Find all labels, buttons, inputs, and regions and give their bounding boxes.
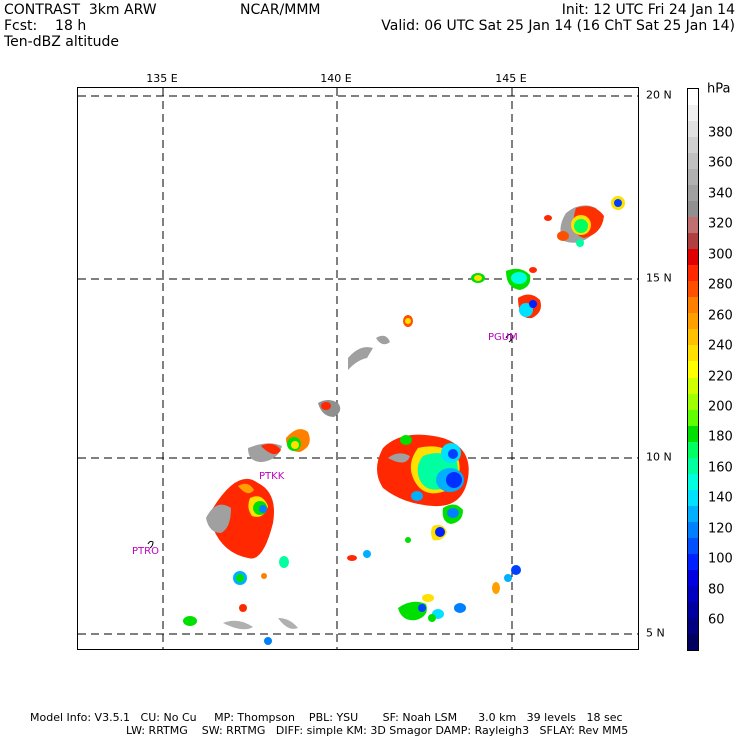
- colorbar-swatch: [688, 201, 698, 218]
- institution: NCAR/MMM: [240, 2, 321, 18]
- colorbar-swatch: [688, 185, 698, 202]
- colorbar-swatch: [688, 137, 698, 154]
- station-markers: [147, 333, 514, 549]
- model-name: CONTRAST 3km ARW: [4, 2, 157, 18]
- colorbar-swatch: [688, 89, 698, 106]
- colorbar-swatch: [688, 233, 698, 250]
- colorbar-label: 340: [708, 186, 733, 202]
- colorbar-swatch: [688, 105, 698, 122]
- colorbar-label: 100: [708, 551, 733, 567]
- colorbar-swatch: [688, 633, 698, 651]
- station-label-ptkk: PTKK: [259, 471, 285, 482]
- lat-label-15: 15 N: [646, 271, 672, 285]
- colorbar-label: 360: [708, 155, 733, 171]
- colorbar-label: 120: [708, 521, 733, 537]
- colorbar-swatch: [688, 521, 698, 539]
- map-panel: [77, 87, 639, 650]
- colorbar-label: 220: [708, 369, 733, 384]
- colorbar-swatch: [688, 153, 698, 170]
- colorbar-swatch: [688, 297, 698, 314]
- colorbar-swatch: [688, 329, 698, 346]
- cell-green: [574, 219, 588, 233]
- colorbar-swatch: [688, 409, 698, 427]
- lon-label-140: 140 E: [320, 72, 352, 85]
- colorbar-label: 200: [708, 399, 733, 415]
- colorbar-swatch: [688, 457, 698, 475]
- valid-time: Valid: 06 UTC Sat 25 Jan 14 (16 ChT Sat …: [381, 18, 735, 34]
- colorbar-swatch: [688, 249, 698, 266]
- lon-label-145: 145 E: [495, 72, 527, 85]
- colorbar-swatch: [688, 281, 698, 298]
- colorbar-label: 180: [708, 429, 733, 445]
- station-label-pgum: PGUM: [488, 332, 518, 343]
- colorbar-swatch: [688, 537, 698, 555]
- lat-label-5: 5 N: [646, 626, 665, 640]
- colorbar-label: 80: [708, 582, 725, 598]
- lat-label-20: 20 N: [646, 88, 672, 102]
- colorbar-swatch: [688, 505, 698, 523]
- colorbar-swatch: [688, 169, 698, 186]
- grid-lines: [78, 88, 638, 649]
- colorbar-swatch: [688, 473, 698, 491]
- map-canvas: [78, 88, 638, 649]
- footer-model-info: Model Info: V3.5.1 CU: No Cu MP: Thompso…: [30, 711, 623, 724]
- colorbar-label: 140: [708, 490, 733, 506]
- colorbar-swatch: [688, 569, 698, 587]
- colorbar-swatch: [688, 361, 698, 378]
- colorbar-label: 320: [708, 216, 733, 232]
- colorbar-swatch: [688, 585, 698, 603]
- colorbar-swatch: [688, 313, 698, 330]
- colorbar-label: 240: [708, 338, 733, 354]
- cloud-cells: [183, 196, 625, 645]
- lon-label-135: 135 E: [146, 72, 178, 85]
- colorbar-label: 60: [708, 612, 725, 628]
- field-title: Ten-dBZ altitude: [4, 34, 119, 50]
- footer-physics-info: LW: RRTMG SW: RRTMG DIFF: simple KM: 3D …: [126, 724, 629, 737]
- forecast-hour: Fcst: 18 h: [4, 18, 87, 34]
- station-ptro-marker: [147, 540, 154, 549]
- colorbar-label: 260: [708, 308, 733, 324]
- colorbar-swatch: [688, 553, 698, 571]
- init-time: Init: 12 UTC Fri 24 Jan 14: [561, 2, 735, 18]
- colorbar-swatch: [688, 393, 698, 411]
- station-pgum-marker: [505, 333, 514, 343]
- colorbar-swatch: [688, 265, 698, 282]
- colorbar-swatch: [688, 601, 698, 619]
- colorbar-swatch: [688, 489, 698, 507]
- lat-label-10: 10 N: [646, 450, 672, 464]
- colorbar-label: 380: [708, 125, 733, 141]
- colorbar-label: 160: [708, 460, 733, 476]
- colorbar-swatch: [688, 121, 698, 138]
- colorbar-label: 280: [708, 277, 733, 293]
- colorbar-unit: hPa: [707, 81, 731, 97]
- colorbar-swatch: [688, 377, 698, 395]
- station-label-ptro: PTRO: [132, 546, 159, 557]
- colorbar-swatch: [688, 425, 698, 443]
- colorbar-label: 300: [708, 247, 733, 263]
- colorbar-swatch: [688, 617, 698, 635]
- colorbar: [687, 88, 699, 651]
- colorbar-swatch: [688, 441, 698, 459]
- colorbar-swatch: [688, 217, 698, 234]
- colorbar-swatch: [688, 345, 698, 362]
